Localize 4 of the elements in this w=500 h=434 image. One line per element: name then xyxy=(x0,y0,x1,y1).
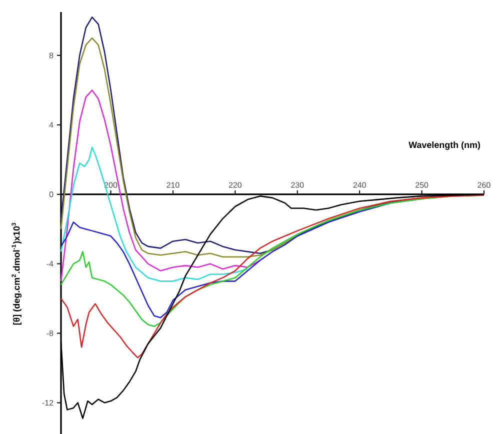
line-series xyxy=(60,89,261,282)
line-series xyxy=(60,146,248,282)
y-axis-title: [θ] (deg.cm$^{2}$.dmol$^{-1}$)x10$^{3}$ xyxy=(12,222,22,325)
x-axis-title: Wavelength (nm) xyxy=(408,141,480,150)
